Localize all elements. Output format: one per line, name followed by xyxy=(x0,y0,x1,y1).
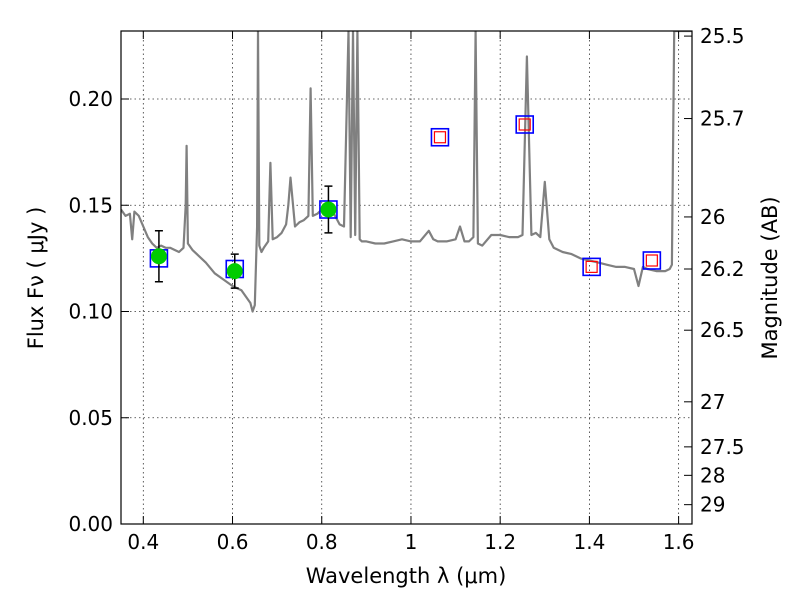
y2-tick-label: 26 xyxy=(700,205,725,229)
observed-point xyxy=(226,263,243,280)
x-tick-label: 1.4 xyxy=(573,530,605,554)
ticks: 0.4 0.6 0.8 1 1.2 1.4 1.6 0.00 0.05 0.10 0.15 0.20 2… xyxy=(68,24,744,554)
y2-tick-label: 25.5 xyxy=(700,24,745,48)
y-axis-label: Flux Fν ( μJy ) xyxy=(24,207,48,350)
model-square-outer xyxy=(430,127,450,147)
x-tick-label: 0.6 xyxy=(217,530,249,554)
y-tick-label: 0.10 xyxy=(68,300,113,324)
plot-frame xyxy=(120,30,693,525)
y2-tick-label: 28 xyxy=(700,463,725,487)
y2-tick-label: 27 xyxy=(700,390,725,414)
plot-data xyxy=(121,31,692,313)
model-square-outer xyxy=(515,115,535,134)
grid xyxy=(121,31,692,525)
y-tick-label: 0.05 xyxy=(68,406,113,430)
y2-axis-label: Magnitude (AB) xyxy=(758,196,782,359)
x-tick-label: 0.4 xyxy=(127,530,159,554)
model-square-outer xyxy=(642,251,662,270)
y-tick-label: 0.15 xyxy=(68,193,113,217)
y-tick-label: 0.20 xyxy=(68,87,113,111)
y2-tick-label: 29 xyxy=(700,493,725,517)
model-square-outer xyxy=(582,257,601,277)
x-tick-label: 1 xyxy=(405,530,418,554)
y-tick-label: 0.00 xyxy=(68,512,113,536)
x-axis-label: Wavelength λ (μm) xyxy=(306,564,507,588)
y2-tick-label: 26.2 xyxy=(700,257,745,281)
model-square-inner xyxy=(518,118,531,131)
observed-point xyxy=(150,248,167,265)
spectrum-line xyxy=(121,31,692,313)
x-tick-label: 1.2 xyxy=(484,530,516,554)
y2-tick-label: 27.5 xyxy=(700,435,745,459)
y2-tick-label: 26.5 xyxy=(700,318,745,342)
observed-point xyxy=(320,201,337,218)
y2-tick-label: 25.7 xyxy=(700,107,745,131)
model-square-inner xyxy=(585,260,598,273)
x-tick-label: 0.8 xyxy=(306,530,338,554)
model-square-inner xyxy=(645,254,658,267)
x-tick-label: 1.6 xyxy=(663,530,695,554)
model-square-inner xyxy=(433,131,447,144)
